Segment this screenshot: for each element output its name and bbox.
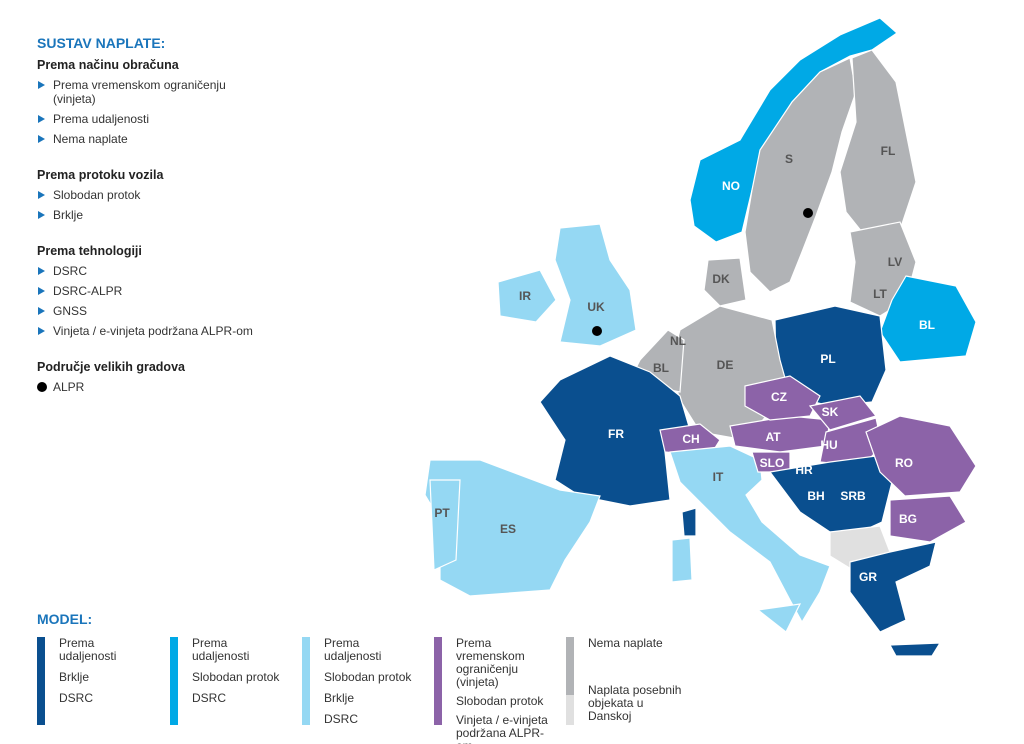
portugal [429, 479, 461, 571]
legend-item: GNSS [37, 304, 237, 318]
color-bar [302, 637, 310, 725]
model-item: Prema vremenskom ograničenju (vinjeta) [456, 636, 525, 689]
countries [424, 17, 977, 657]
country-label: BL [653, 361, 669, 375]
model-item: Naplata posebnih objekata u Danskoj [588, 683, 682, 723]
country-label: HR [795, 463, 813, 477]
model-item: DSRC [59, 691, 94, 705]
alpr-dot [803, 208, 813, 218]
country-label: LT [873, 287, 887, 301]
legend-item: Slobodan protok [37, 188, 237, 202]
color-bar [566, 637, 574, 695]
belarus [879, 275, 977, 363]
country-label: FL [881, 144, 896, 158]
color-bar [566, 695, 574, 725]
slovakia [808, 395, 878, 431]
legend-item: DSRC [37, 264, 237, 278]
ireland [497, 269, 557, 323]
country-label: DE [717, 358, 734, 372]
country-label: NO [722, 179, 740, 193]
model-item: Slobodan protok [192, 670, 280, 684]
denmark [703, 257, 747, 307]
legend-group: Prema tehnologiji DSRC DSRC-ALPR GNSS Vi… [37, 244, 253, 338]
model-item: Prema udaljenosti [192, 636, 250, 663]
romania [865, 415, 977, 497]
country-label: IR [519, 289, 531, 303]
crete [889, 642, 942, 657]
model-item: Prema udaljenosti [59, 636, 117, 663]
model-title: MODEL: [37, 611, 93, 627]
legend-item: DSRC-ALPR [37, 284, 237, 298]
model-item: Nema naplate [588, 636, 663, 650]
france [539, 355, 691, 507]
corsica [681, 507, 697, 537]
group-heading: Prema tehnologiji [37, 244, 142, 258]
model-item: Brklje [59, 670, 90, 684]
legend-title: SUSTAV NAPLATE: [37, 35, 166, 51]
model-item: Slobodan protok [324, 670, 412, 684]
color-bar [37, 637, 45, 725]
bulgaria [889, 495, 967, 543]
country-label: BG [899, 512, 917, 526]
model-item: Slobodan protok [456, 694, 544, 708]
legend-item: Prema udaljenosti [37, 112, 237, 126]
west-balkans [768, 455, 893, 533]
sardinia [671, 537, 693, 583]
sicily [756, 603, 802, 633]
legend-group: Prema načinu obračuna Prema vremenskom o… [37, 58, 237, 146]
model-item: Brklje [324, 691, 355, 705]
legend-item: ALPR [37, 380, 237, 394]
country-label: SRB [840, 489, 866, 503]
model-item: Prema udaljenosti [324, 636, 382, 663]
country-label: DK [712, 272, 730, 286]
color-bar [170, 637, 178, 725]
sweden [744, 57, 857, 293]
country-label: CH [682, 432, 699, 446]
country-label: IT [713, 470, 724, 484]
uk [554, 223, 637, 347]
country-label: NL [670, 334, 686, 348]
legend: Prema načinu obračuna Prema vremenskom o… [37, 58, 253, 416]
country-label: SK [822, 405, 839, 419]
greece [849, 541, 937, 633]
country-label: BH [807, 489, 824, 503]
model-item: DSRC [192, 691, 227, 705]
color-bar [434, 637, 442, 725]
legend-item: Vinjeta / e-vinjeta podržana ALPR-om [37, 324, 273, 338]
legend-group: Prema protoku vozila Slobodan protok Brk… [37, 168, 237, 222]
legend-group: Područje velikih gradova ALPR [37, 360, 237, 394]
legend-item: Prema vremenskom ograničenju (vinjeta) [37, 78, 228, 106]
country-label: SLO [760, 456, 785, 470]
country-label: S [785, 152, 793, 166]
model-column: Prema udaljenosti Slobodan protok DSRC [170, 636, 288, 725]
model-column: Prema vremenskom ograničenju (vinjeta) S… [434, 637, 552, 744]
country-label: AT [765, 430, 781, 444]
country-label: HU [820, 438, 837, 452]
country-label: PL [820, 352, 835, 366]
group-heading: Prema načinu obračuna [37, 58, 179, 72]
country-label: CZ [771, 390, 787, 404]
model-column: Prema udaljenosti Slobodan protok Brklje… [302, 637, 420, 734]
group-heading: Prema protoku vozila [37, 168, 164, 182]
norway [689, 17, 898, 243]
czechia [744, 375, 821, 421]
model-column: Prema udaljenosti Brklje DSRC [37, 636, 155, 725]
legend-item: Nema naplate [37, 132, 237, 146]
legend-item: Brklje [37, 208, 237, 222]
country-label: GR [859, 570, 877, 584]
alpr-dot [592, 326, 602, 336]
country-label: RO [895, 456, 913, 470]
country-label: LV [888, 255, 902, 269]
country-label: BL [919, 318, 935, 332]
model-column: Nema naplate Naplata posebnih objekata u… [566, 637, 684, 731]
country-label: PT [434, 506, 450, 520]
model-item: DSRC [324, 712, 359, 726]
group-heading: Područje velikih gradova [37, 360, 185, 374]
model-item: Vinjeta / e-vinjeta podržana ALPR-om [456, 713, 548, 744]
country-label: UK [587, 300, 605, 314]
country-label: ES [500, 522, 516, 536]
country-label: FR [608, 427, 624, 441]
